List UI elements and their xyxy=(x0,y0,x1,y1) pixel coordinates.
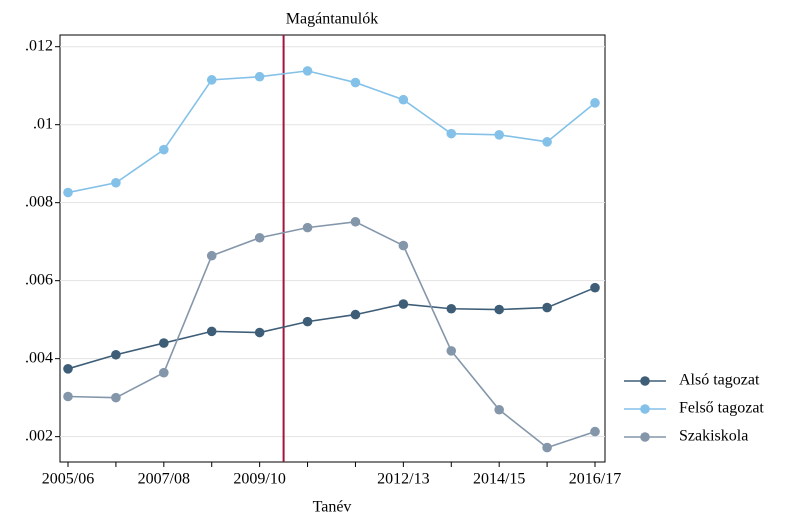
data-point xyxy=(446,303,457,314)
y-tick-label: .002 xyxy=(25,427,53,444)
x-tick-label: 2016/17 xyxy=(569,471,621,488)
legend-label: Szakiskola xyxy=(679,428,748,445)
data-point xyxy=(302,316,313,327)
data-point xyxy=(302,222,313,233)
data-point xyxy=(159,144,169,155)
y-tick-label: .006 xyxy=(25,271,53,288)
data-point xyxy=(206,75,217,85)
y-tick-label: .008 xyxy=(25,193,53,210)
data-point xyxy=(494,304,504,315)
y-tick-label: .004 xyxy=(25,349,53,366)
y-tick-label: .012 xyxy=(25,37,53,54)
x-tick-label: 2005/06 xyxy=(42,471,94,488)
x-tick-label: 2007/08 xyxy=(138,471,190,488)
data-point xyxy=(494,404,504,415)
chart-title: Magántanulók xyxy=(286,11,378,28)
x-tick-label: 2009/10 xyxy=(233,471,285,488)
data-point xyxy=(590,426,600,437)
legend-marker xyxy=(640,404,650,414)
data-point xyxy=(63,391,73,402)
legend-marker xyxy=(640,432,650,442)
data-point xyxy=(350,309,361,320)
data-point xyxy=(590,282,600,293)
x-tick-label: 2014/15 xyxy=(473,471,525,488)
data-point xyxy=(254,232,265,243)
data-point xyxy=(542,137,552,147)
y-tick-label: .01 xyxy=(33,115,53,132)
legend-marker xyxy=(640,376,650,386)
x-axis-label: Tanév xyxy=(313,499,352,516)
data-point xyxy=(159,367,169,378)
data-point xyxy=(206,250,217,261)
data-point xyxy=(111,177,121,188)
legend-label: Felső tagozat xyxy=(679,400,764,417)
data-point xyxy=(350,216,361,227)
data-point xyxy=(63,364,73,374)
data-point xyxy=(446,346,457,356)
data-point xyxy=(254,71,265,82)
data-point xyxy=(350,77,361,88)
data-point xyxy=(542,302,552,313)
legend-label: Alsó tagozat xyxy=(679,372,760,389)
data-point xyxy=(590,98,600,108)
data-point xyxy=(542,442,552,453)
data-point xyxy=(398,94,409,105)
data-point xyxy=(398,299,409,309)
series-line xyxy=(67,70,596,194)
series-line xyxy=(67,286,596,370)
data-point xyxy=(494,130,504,140)
data-point xyxy=(446,128,457,139)
data-point xyxy=(398,240,409,251)
data-point xyxy=(159,338,169,348)
data-point xyxy=(206,326,217,337)
plot-frame xyxy=(59,34,606,463)
data-point xyxy=(111,349,121,360)
data-point xyxy=(63,187,73,198)
x-tick-label: 2012/13 xyxy=(377,471,429,488)
data-point xyxy=(254,327,265,338)
data-point xyxy=(302,66,313,76)
data-point xyxy=(111,392,121,403)
series-line xyxy=(67,220,596,449)
